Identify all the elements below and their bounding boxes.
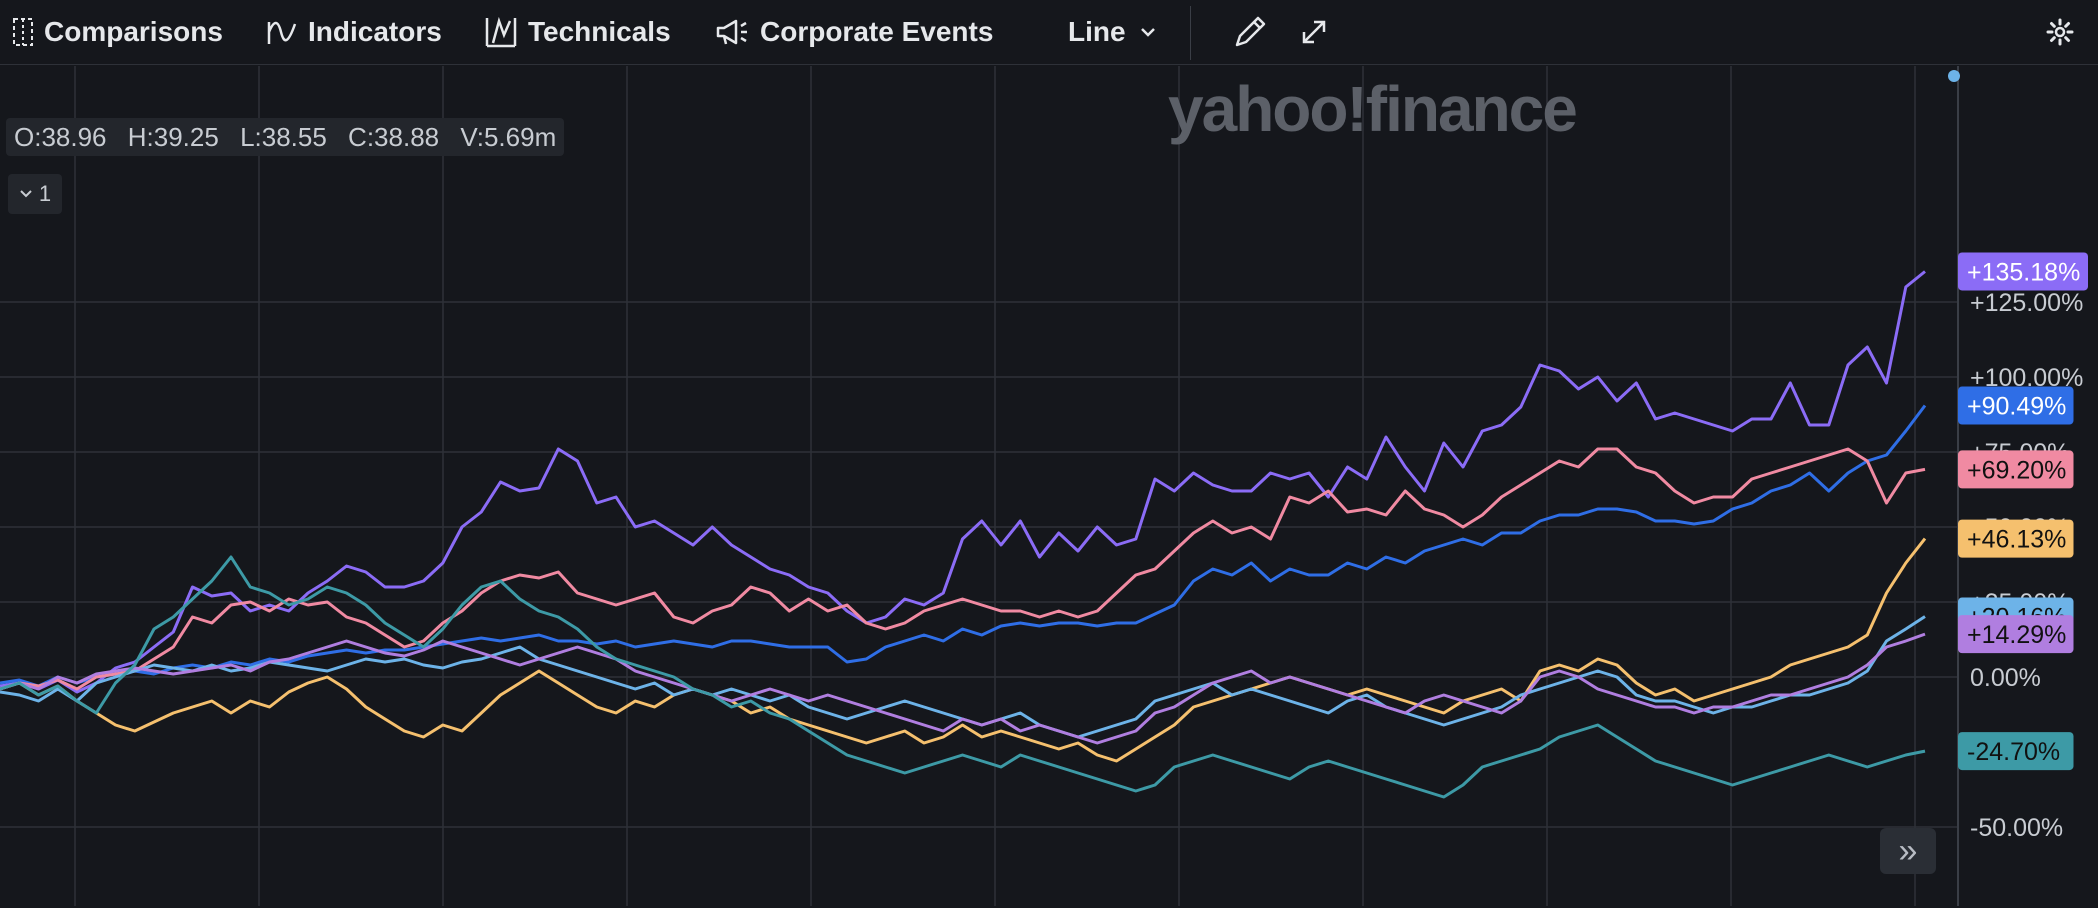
low-value: L:38.55 [240,122,327,152]
chevron-down-icon [20,190,32,198]
expand-icon [1302,20,1326,44]
toolbar-divider [1190,6,1191,60]
comparisons-button[interactable]: Comparisons [12,0,223,64]
badge-label: +90.49% [1967,393,2066,421]
badge-background [1958,732,2074,771]
settings-button[interactable] [2046,0,2084,64]
chart-type-dropdown[interactable]: Line [1068,0,1166,64]
gear-icon [2046,18,2074,46]
collapse-legend-button[interactable]: 1 [8,174,62,214]
chart-type-label: Line [1068,16,1126,47]
y-tick-label: -50.00% [1970,814,2063,842]
series-line [0,537,1927,763]
chevron-down-icon [1140,28,1155,37]
badge-background [1958,615,2074,654]
technicals-icon [485,16,517,48]
comparisons-icon [13,18,33,46]
series-line [0,555,1926,799]
series-value-badge: +90.49% [1958,386,2074,425]
series-line [0,447,1926,691]
series-line [0,270,1926,694]
open-value: O:38.96 [14,122,107,152]
technicals-label: Technicals [528,16,671,47]
y-tick-label: 0.00% [1970,664,2041,692]
series-value-badge: +46.13% [1958,519,2074,558]
fullscreen-button[interactable] [1300,0,1338,64]
badge-label: +14.29% [1967,621,2066,649]
series-value-badge: +14.29% [1958,615,2074,654]
badge-label: -24.70% [1967,738,2060,766]
chart-toolbar: Comparisons Indicators Technicals Corpor… [0,0,2098,65]
y-tick-label: +125.00% [1970,289,2083,317]
chart-series [0,270,1927,799]
collapse-count: 1 [38,181,52,206]
series-value-badge: -24.70% [1958,732,2074,771]
pencil-icon [1235,16,1266,47]
ohlc-readout: O:38.96 H:39.25 L:38.55 C:38.88 V:5.69m [6,118,565,156]
badge-background [1958,450,2074,489]
series-value-badge: +135.18% [1958,252,2088,291]
badge-background [1958,386,2074,425]
indicators-label: Indicators [308,16,442,47]
series-line [0,632,1926,745]
megaphone-icon [716,19,747,45]
series-value-badge: +69.20% [1958,450,2074,489]
live-dot [1948,70,1960,82]
badge-label: +69.20% [1967,456,2066,484]
draw-button[interactable] [1232,0,1278,64]
badge-background [1958,252,2088,291]
indicators-icon [267,21,297,44]
corporate-events-label: Corporate Events [760,16,994,47]
scroll-to-latest-button[interactable]: » [1880,828,1936,874]
badge-label: +46.13% [1967,526,2066,554]
technicals-button[interactable]: Technicals [484,0,671,64]
yahoo-finance-watermark: yahoo!finance [1168,73,1578,145]
series-line [0,404,1927,688]
chart-grid [0,66,1959,906]
high-value: H:39.25 [127,122,219,152]
indicators-button[interactable]: Indicators [266,0,442,64]
comparisons-label: Comparisons [44,16,223,47]
series-labels: +135.18%+90.49%+69.20%+46.13%+20.16%+14.… [1948,70,2088,771]
badge-background [1958,519,2074,558]
close-value: C:38.88 [348,122,440,152]
volume-value: V:5.69m [460,122,557,152]
corporate-events-button[interactable]: Corporate Events [714,0,993,64]
badge-label: +135.18% [1967,258,2080,286]
